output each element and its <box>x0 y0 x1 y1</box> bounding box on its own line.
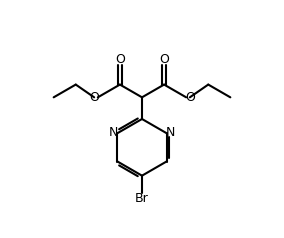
Text: N: N <box>166 126 176 139</box>
Text: N: N <box>108 126 118 139</box>
Text: O: O <box>185 91 195 104</box>
Text: O: O <box>159 53 169 66</box>
Text: O: O <box>115 53 125 66</box>
Text: Br: Br <box>135 192 149 205</box>
Text: O: O <box>89 91 99 104</box>
